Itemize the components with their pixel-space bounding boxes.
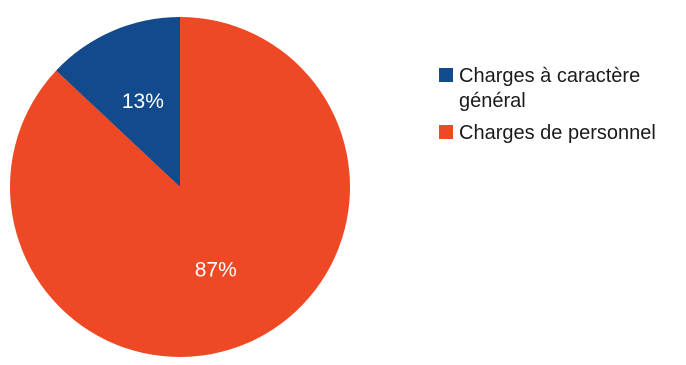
slice-charges-personnel [10, 16, 351, 357]
slice-charges-generales [56, 17, 180, 187]
legend-item-charges-generales: Charges à caractère général [439, 64, 679, 114]
legend: Charges à caractère général Charges de p… [439, 64, 679, 153]
legend-swatch-charges-generales [439, 68, 453, 82]
slice-label-charges-generales: 13% [122, 90, 164, 113]
legend-label-charges-generales: Charges à caractère général [459, 65, 641, 112]
legend-item-charges-personnel: Charges de personnel [439, 121, 679, 146]
legend-label-charges-personnel: Charges de personnel [459, 122, 656, 144]
slice-label-charges-personnel: 87% [195, 259, 237, 282]
legend-swatch-charges-personnel [439, 125, 453, 139]
